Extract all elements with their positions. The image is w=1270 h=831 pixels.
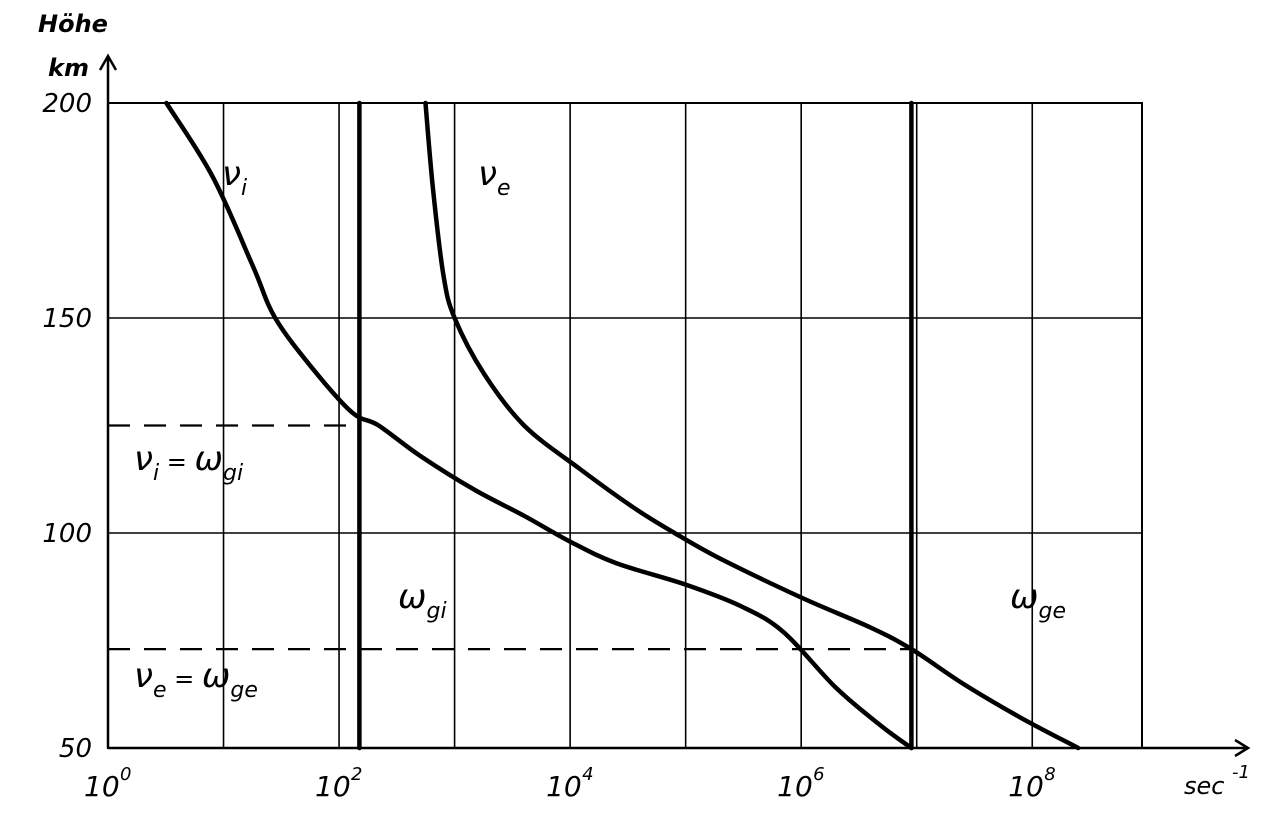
x-tick-exponent: 4 [582, 764, 593, 785]
series-label-gi: ωgi [398, 577, 447, 624]
annotation-subscript: gi [223, 461, 243, 486]
y-tick-label: 150 [42, 304, 92, 334]
annotation-symbol: ν [134, 656, 153, 696]
annotation-label: νe = ωge [134, 656, 258, 703]
annotation-symbol: = [159, 448, 194, 476]
x-tick-label: 10 [84, 770, 120, 803]
x-tick-exponent: 0 [120, 764, 131, 785]
y-axis-title: Höhe [38, 10, 108, 38]
series-label-subscript: i [241, 176, 247, 201]
annotation-subscript: e [153, 678, 167, 703]
y-tick-label: 50 [59, 734, 92, 764]
annotation-subscript: i [153, 461, 159, 486]
series-label-subscript: gi [426, 599, 446, 624]
data-curves [164, 100, 1081, 751]
x-axis-unit-exponent: -1 [1232, 762, 1250, 783]
series-label-subscript: e [497, 176, 511, 201]
series-line-e [423, 100, 1081, 751]
y-tick-label: 100 [42, 519, 92, 549]
annotation-subscript: ge [230, 678, 258, 703]
series-label-ge: ωge [1010, 577, 1066, 624]
x-tick-label: 10 [777, 770, 813, 803]
series-label-subscript: ge [1038, 599, 1066, 624]
x-axis-unit: sec [1184, 772, 1224, 800]
annotation-symbol: ω [202, 656, 230, 696]
x-tick-label: 10 [546, 770, 582, 803]
axes [98, 53, 1251, 758]
annotation-symbol: ω [195, 439, 223, 479]
x-tick-label: 10 [1008, 770, 1044, 803]
annotation-symbol: ν [134, 439, 153, 479]
annotation-label: νi = ωgi [134, 439, 243, 486]
x-tick-label: 10 [315, 770, 351, 803]
series-line-i [164, 100, 914, 751]
series-label-i: νi [222, 154, 247, 201]
y-axis-arrow [98, 53, 118, 71]
y-axis-unit: km [48, 54, 89, 82]
annotation-symbol: = [167, 665, 202, 693]
x-tick-exponent: 2 [351, 764, 362, 785]
x-tick-exponent: 6 [813, 764, 824, 785]
y-tick-label: 200 [42, 89, 92, 119]
x-axis-arrow [1234, 738, 1251, 758]
x-tick-exponent: 8 [1044, 764, 1055, 785]
series-label-e: νe [478, 154, 511, 201]
